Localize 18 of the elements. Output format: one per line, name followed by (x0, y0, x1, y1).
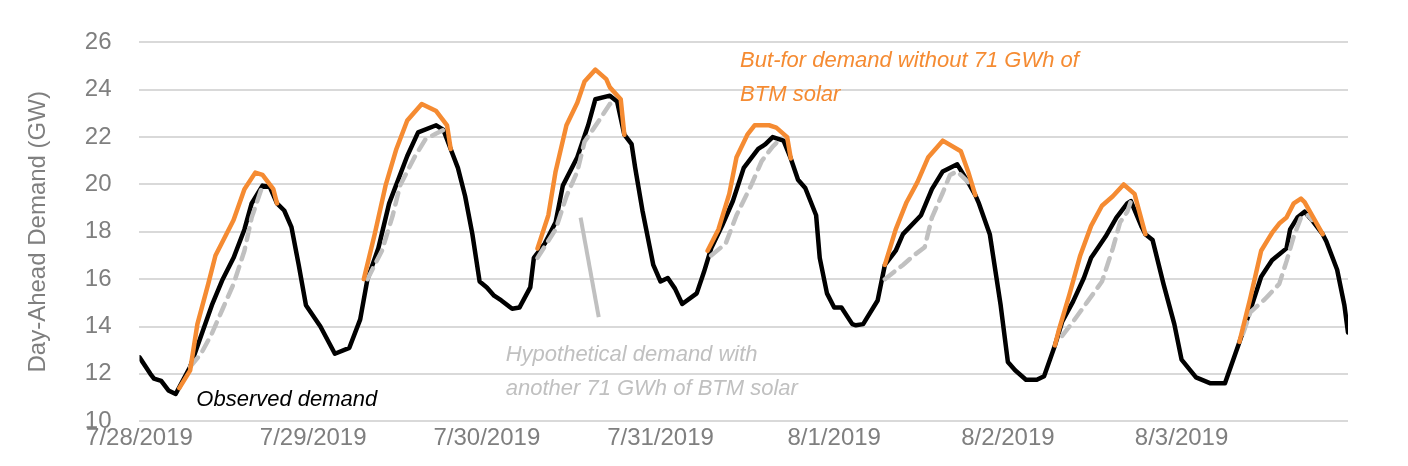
x-tick-label: 7/29/2019 (259, 423, 367, 451)
x-tick-label: 8/2/2019 (961, 423, 1055, 451)
series-label: But-for demand without 71 GWh of BTM solar (740, 47, 1082, 107)
series-label: Observed demand (196, 386, 379, 412)
y-tick-label: 14 (84, 311, 112, 339)
y-tick-label: 18 (84, 216, 112, 244)
x-tick-label: 7/30/2019 (433, 423, 541, 451)
x-tick-label: 7/31/2019 (607, 423, 714, 451)
x-tick-label: 8/1/2019 (787, 423, 881, 451)
y-tick-label: 16 (84, 263, 112, 291)
y-tick-label: 22 (84, 121, 112, 149)
y-axis-title: Day-Ahead Demand (GW) (23, 91, 51, 373)
x-tick-label: 8/3/2019 (1134, 423, 1229, 451)
text: Hypothetical demand with another 71 GWh of BTM solar (505, 341, 800, 401)
y-tick-label: 26 (84, 27, 112, 55)
y-tick-label: 24 (84, 74, 112, 102)
y-tick-label: 20 (84, 169, 112, 197)
y-tick-label: 12 (84, 358, 112, 386)
